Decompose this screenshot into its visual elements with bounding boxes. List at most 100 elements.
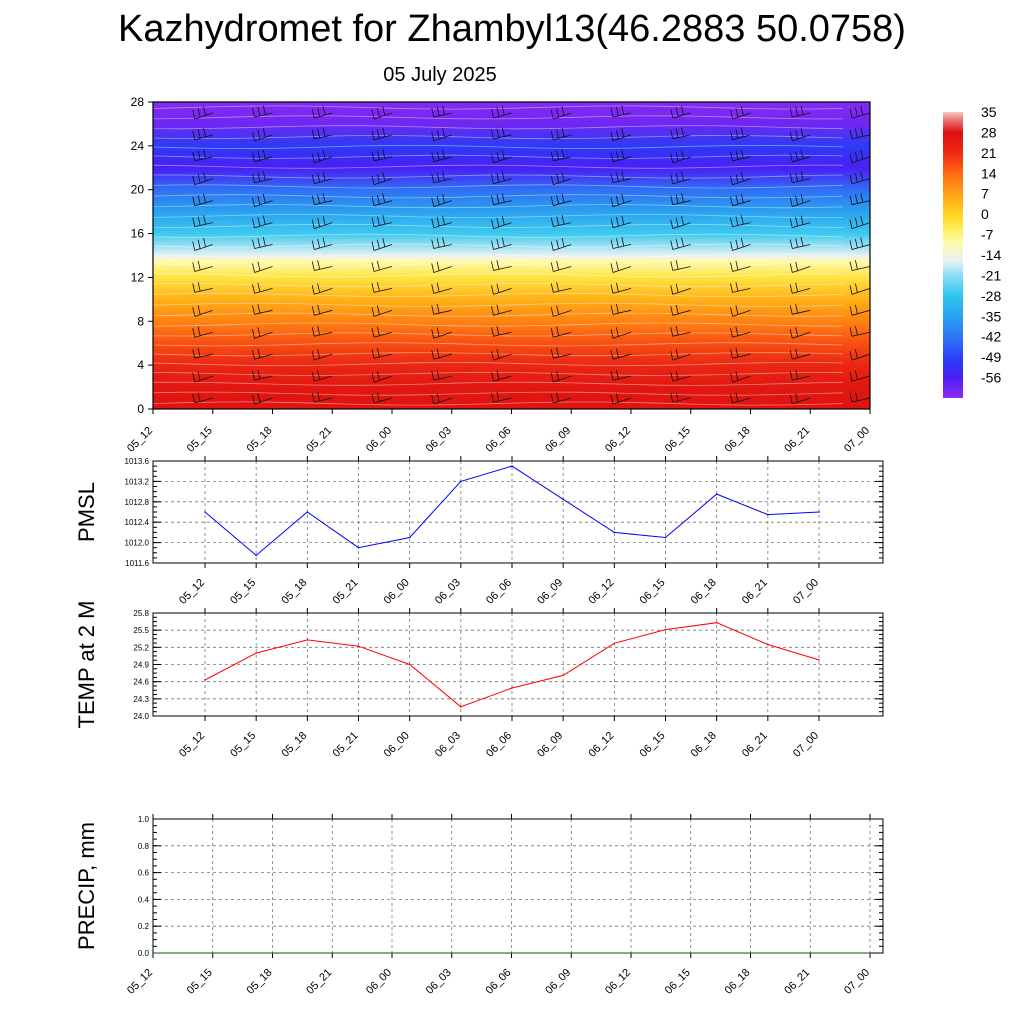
wind-barb: [311, 260, 333, 271]
wind-barb: [252, 304, 273, 315]
wind-barb: [252, 215, 273, 228]
x-tick-label: 06_09: [535, 577, 565, 607]
x-tick-label: 06_12: [586, 730, 616, 760]
wind-barb: [371, 392, 393, 404]
wind-barb: [849, 237, 870, 250]
wind-barb: [550, 305, 572, 317]
wind-barb: [311, 391, 333, 403]
wind-barb: [431, 237, 452, 249]
wind-barb: [849, 105, 870, 119]
section-x-tick-label: 06_12: [603, 425, 633, 455]
wind-barb: [610, 304, 632, 315]
wind-barb: [153, 134, 154, 136]
wind-barb: [610, 237, 632, 249]
contour-line: [153, 263, 844, 268]
section-y-tick-label: 0: [137, 402, 144, 416]
x-tick-label: 06_21: [740, 730, 770, 760]
colorbar-scale: [943, 112, 963, 398]
x-tick-label: 07_00: [791, 577, 821, 607]
wind-barb: [252, 105, 273, 118]
contour-line: [153, 361, 844, 367]
colorbar-label: -7: [981, 227, 994, 243]
wind-barb: [730, 149, 751, 162]
wind-barb: [849, 349, 870, 361]
x-tick-label: 06_18: [723, 967, 753, 997]
pmsl-data-point: [818, 511, 820, 513]
wind-barb: [252, 193, 273, 208]
wind-barb: [670, 370, 691, 382]
wind-barb: [311, 193, 333, 206]
wind-barb: [431, 105, 452, 118]
colorbar-label: 21: [981, 145, 997, 161]
wind-barb: [610, 261, 632, 273]
x-tick-label: 05_12: [177, 577, 207, 607]
y-axis-label: PMSL: [74, 482, 99, 542]
wind-barb: [491, 105, 512, 119]
wind-barb: [192, 237, 213, 251]
wind-barb: [789, 261, 811, 273]
wind-barb: [789, 282, 811, 294]
temp-2m-data-point: [818, 659, 820, 661]
wind-barb: [431, 393, 452, 405]
precip-panel: 0.0 0.2 0.4 0.6 0.8 1.0 05_12 05_15 05_18 05_21 06…: [74, 814, 884, 997]
y-tick-label: 24.3: [133, 695, 149, 704]
contour-line: [153, 312, 844, 317]
y-tick-label: 0.0: [138, 949, 150, 958]
wind-barb: [192, 305, 213, 317]
wind-barb: [491, 304, 512, 316]
x-tick-label: 05_15: [228, 730, 258, 760]
y-tick-label: 1013.6: [125, 457, 150, 466]
colorbar-label: -49: [981, 349, 1001, 365]
wind-barb: [610, 348, 632, 360]
y-tick-label: 1012.4: [125, 518, 150, 527]
panel-frame: [152, 818, 884, 954]
wind-barb: [192, 106, 213, 120]
wind-barb: [431, 348, 452, 360]
wind-barb: [311, 325, 333, 337]
wind-barb: [550, 260, 572, 272]
x-tick-label: 06_06: [484, 577, 514, 607]
wind-barb: [849, 171, 870, 185]
y-tick-label: 0.8: [138, 842, 150, 851]
section-y-tick-label: 4: [137, 358, 144, 372]
wind-barb: [371, 326, 393, 338]
wind-barb: [849, 215, 870, 229]
wind-barb: [849, 127, 870, 140]
wind-barb: [849, 325, 870, 337]
contour-line: [153, 125, 844, 130]
wind-barb: [730, 193, 751, 207]
y-tick-label: 25.8: [133, 609, 149, 618]
section-y-tick-label: 24: [131, 139, 145, 153]
section-x-tick-label: 05_18: [245, 425, 275, 455]
wind-barb: [730, 106, 751, 120]
x-tick-label: 06_09: [543, 967, 573, 997]
wind-barb: [789, 105, 811, 118]
y-tick-label: 1.0: [138, 815, 150, 824]
wind-barb: [550, 347, 572, 359]
contour-line: [153, 401, 844, 406]
y-tick-label: 0.4: [138, 895, 150, 904]
wind-barb: [371, 215, 393, 227]
wind-barb: [311, 215, 333, 229]
wind-barb: [610, 149, 632, 163]
y-axis-label: PRECIP, mm: [74, 822, 99, 950]
wind-barb: [550, 392, 572, 404]
wind-barb: [371, 347, 393, 359]
temp-2m-panel: 24.0 24.3 24.6 24.9 25.2 25.5 25.8 05_12 05_15 05…: [74, 601, 884, 760]
contour-line: [153, 371, 844, 376]
wind-barb: [491, 215, 512, 229]
wind-barb: [849, 193, 870, 206]
panel-frame: [152, 460, 884, 564]
section-x-tick-label: 05_12: [125, 425, 155, 455]
precip-data-point: [152, 952, 154, 954]
wind-barb: [252, 261, 273, 273]
colorbar-label: 7: [981, 186, 989, 202]
x-tick-label: 05_12: [125, 967, 155, 997]
wind-barb: [550, 282, 572, 293]
wind-barb: [153, 376, 154, 377]
precip-data-point: [450, 952, 453, 954]
upper-air-panel: 0 4 8 12 16 20 24 28 05_12 05_15 05_18 05_21 06_00 06…: [125, 95, 872, 455]
x-tick-label: 06_03: [433, 577, 463, 607]
wind-barb: [610, 193, 632, 208]
wind-barb: [252, 327, 273, 339]
